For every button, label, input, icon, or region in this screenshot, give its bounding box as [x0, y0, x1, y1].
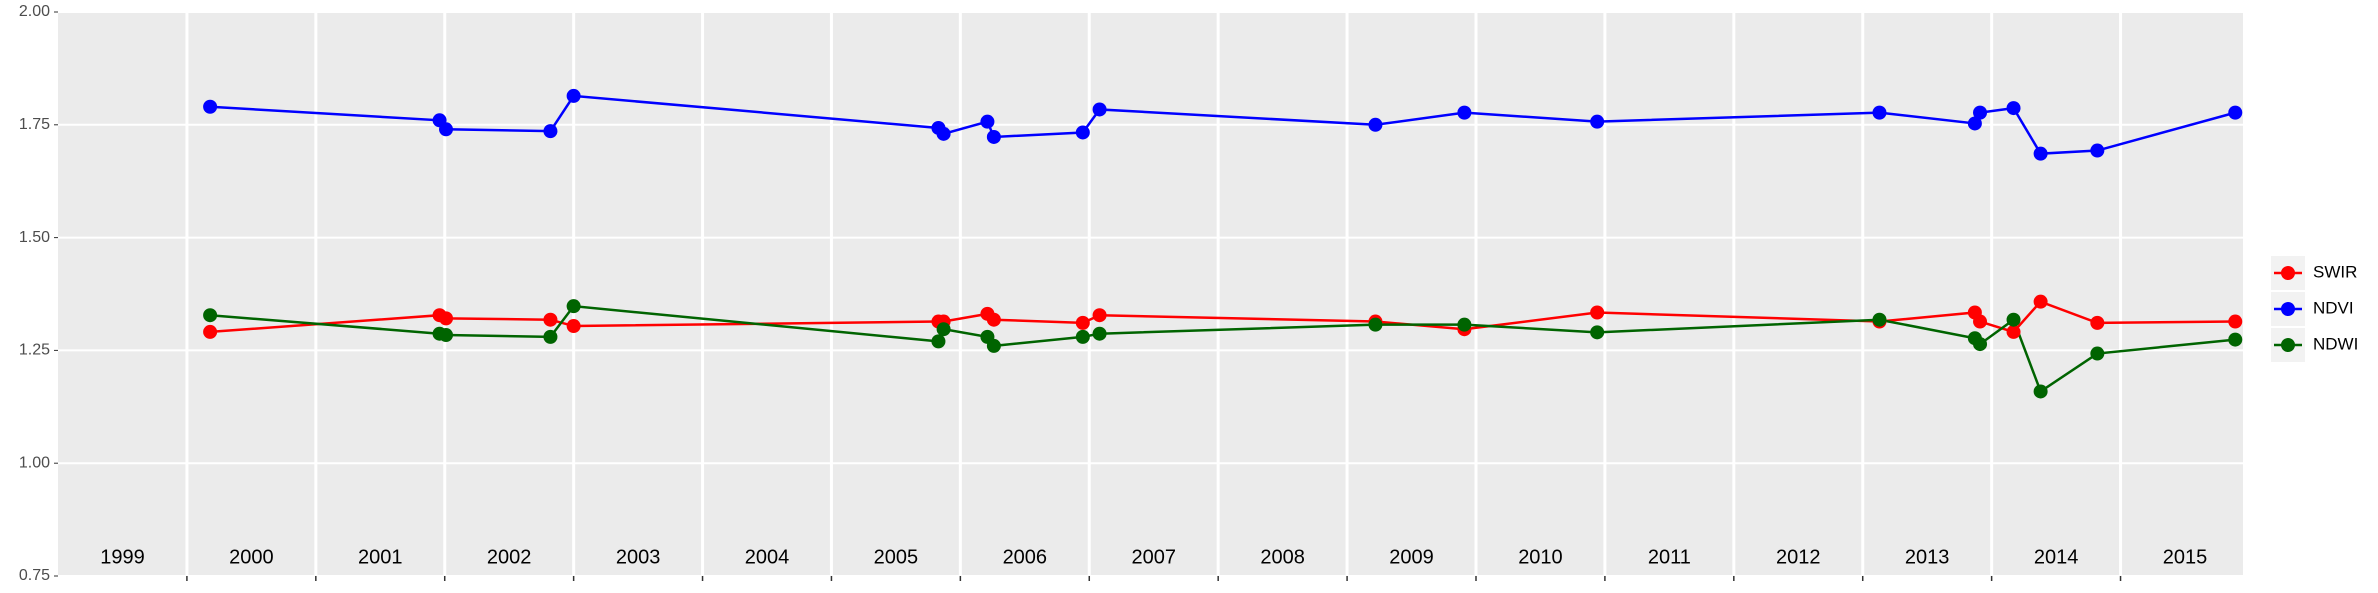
x-tick-label: 2011: [1648, 546, 1691, 568]
point: [566, 319, 581, 334]
point: [980, 114, 995, 129]
point: [986, 338, 1001, 353]
x-tick-label: 1999: [100, 546, 145, 568]
x-tick-label: 2001: [358, 546, 403, 568]
y-tick-label: 1.00: [19, 454, 50, 471]
point: [931, 334, 946, 349]
point: [1092, 102, 1107, 117]
point: [2090, 315, 2105, 330]
x-tick-label: 2013: [1905, 546, 1950, 568]
x-tick-label: 2002: [487, 546, 532, 568]
point: [1590, 325, 1605, 340]
legend-label: NDWI: [2313, 334, 2358, 353]
point: [2006, 101, 2021, 116]
point: [1973, 105, 1988, 120]
x-tick-label: 2006: [1003, 546, 1048, 568]
point: [2228, 105, 2243, 120]
legend-point: [2281, 338, 2295, 352]
point: [2228, 314, 2243, 329]
point: [1092, 326, 1107, 341]
point: [203, 308, 218, 323]
point: [1590, 305, 1605, 320]
point: [936, 126, 951, 141]
point: [566, 88, 581, 103]
point: [1075, 125, 1090, 140]
point: [203, 324, 218, 339]
x-tick-label: 2005: [874, 546, 919, 568]
point: [1457, 105, 1472, 120]
point: [439, 311, 454, 326]
point: [2006, 324, 2021, 339]
point: [2033, 294, 2048, 309]
point: [986, 312, 1001, 327]
x-tick-label: 2003: [616, 546, 661, 568]
point: [566, 299, 581, 314]
legend-point: [2281, 266, 2295, 280]
legend-label: NDVI: [2313, 298, 2354, 317]
y-tick-label: 0.75: [19, 567, 50, 584]
y-tick-label: 2.00: [19, 3, 50, 20]
point: [203, 99, 218, 114]
point: [1368, 117, 1383, 132]
panel: [58, 12, 2243, 576]
x-tick-label: 2008: [1260, 546, 1305, 568]
x-tick-label: 2000: [229, 546, 274, 568]
point: [1872, 105, 1887, 120]
x-tick-label: 2012: [1776, 546, 1821, 568]
point: [2090, 346, 2105, 361]
legend-label: SWIR: [2313, 262, 2357, 281]
point: [439, 328, 454, 343]
point: [1967, 116, 1982, 131]
x-tick-label: 2004: [745, 546, 790, 568]
point: [986, 129, 1001, 144]
y-tick-label: 1.50: [19, 229, 50, 246]
legend-point: [2281, 302, 2295, 316]
point: [2228, 332, 2243, 347]
x-tick-label: 2015: [2163, 546, 2208, 568]
point: [543, 124, 558, 139]
point: [2006, 312, 2021, 327]
point: [543, 329, 558, 344]
point: [2033, 146, 2048, 161]
point: [1368, 317, 1383, 332]
x-tick-label: 2009: [1389, 546, 1434, 568]
point: [543, 312, 558, 327]
point: [2033, 384, 2048, 399]
point: [439, 122, 454, 137]
point: [1092, 308, 1107, 323]
point: [1973, 337, 1988, 352]
point: [1590, 114, 1605, 129]
point: [1872, 312, 1887, 327]
point: [1457, 317, 1472, 332]
point: [1075, 329, 1090, 344]
point: [936, 322, 951, 337]
x-tick-label: 2010: [1518, 546, 1563, 568]
x-tick-label: 2014: [2034, 546, 2079, 568]
point: [2090, 143, 2105, 158]
point: [1075, 315, 1090, 330]
x-tick-label: 2007: [1131, 546, 1176, 568]
y-tick-label: 1.25: [19, 342, 50, 359]
point: [1973, 314, 1988, 329]
y-tick-label: 1.75: [19, 116, 50, 133]
